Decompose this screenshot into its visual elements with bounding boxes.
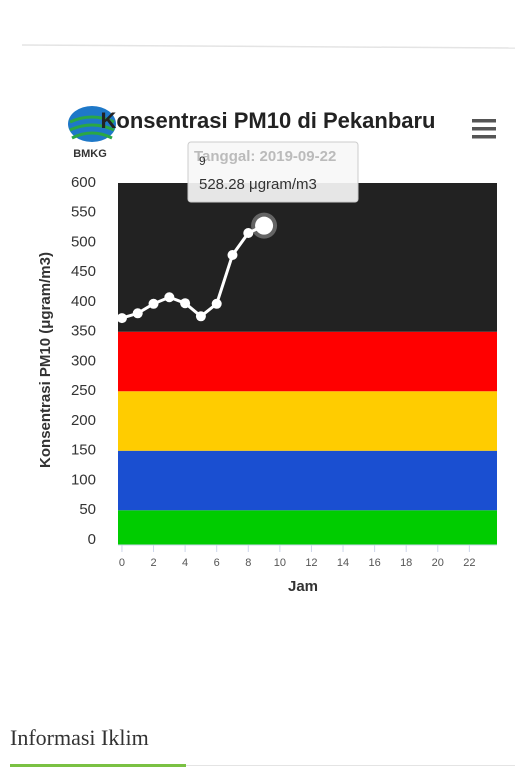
point — [255, 216, 274, 235]
tooltip-box — [187, 141, 359, 203]
x-tick-label: 14 — [337, 557, 349, 569]
tooltip: Tanggal: 2019-09-229 528.28 μgram/m3 — [187, 141, 359, 203]
x-tick-label: 20 — [432, 557, 444, 569]
y-tick-label: 550 — [71, 204, 96, 221]
y-tick-label: 250 — [71, 382, 96, 399]
series-line — [121, 224, 265, 320]
x-tick-label: 6 — [214, 557, 220, 569]
menu-bar — [472, 119, 496, 123]
point — [116, 313, 127, 324]
plot-band — [118, 183, 497, 332]
y-tick-label: 500 — [71, 233, 96, 250]
plot-band — [118, 450, 497, 511]
y-tick-label: 100 — [71, 471, 96, 488]
point — [148, 298, 159, 309]
plot: 0 50 100 150 200 250 300 350 400 450 500 550 600 0 2 4 6… — [71, 141, 497, 569]
tooltip-date: Tanggal: 2019-09-22 — [194, 148, 336, 165]
x-tick-label: 8 — [245, 557, 251, 569]
plot-band — [118, 331, 497, 392]
divider — [21, 44, 516, 49]
x-tick-label: 2 — [150, 557, 156, 569]
plot-band — [118, 391, 497, 451]
point — [180, 298, 191, 309]
y-tick-label: 400 — [71, 293, 96, 310]
logo-text: BMKG — [73, 148, 107, 160]
y-tick-label: 200 — [71, 412, 96, 429]
y-tick-label: 300 — [71, 352, 96, 369]
point — [211, 298, 222, 309]
logo: BMKG — [68, 106, 116, 160]
tooltip-value: 528.28 μgram/m3 — [199, 176, 317, 193]
chart-title: Konsentrasi PM10 di Pekanbaru — [101, 108, 436, 133]
point — [227, 249, 238, 260]
x-tick-label: 0 — [119, 557, 125, 569]
y-tick-label: 0 — [88, 531, 96, 548]
y-tick-label: 50 — [79, 501, 96, 518]
point — [243, 227, 254, 238]
menu-button[interactable] — [472, 119, 496, 139]
x-tick-label: 4 — [182, 557, 188, 569]
x-tick-label: 16 — [368, 557, 380, 569]
y-tick-label: 600 — [71, 174, 96, 191]
plot-band — [118, 510, 497, 545]
y-tick-label: 350 — [71, 323, 96, 340]
point — [132, 308, 143, 319]
point — [195, 311, 206, 322]
y-tick-label: 150 — [71, 442, 96, 459]
y-tick-label: 450 — [71, 263, 96, 280]
x-tick-label: 10 — [274, 557, 286, 569]
x-tick-label: 18 — [400, 557, 412, 569]
menu-bar — [472, 135, 496, 139]
y-axis-label: Konsentrasi PM10 (μgram/m3) — [37, 252, 54, 468]
section-underline — [10, 764, 186, 767]
point — [164, 292, 175, 303]
x-tick-label: 22 — [463, 557, 475, 569]
tooltip-header: 9 — [199, 154, 206, 168]
x-axis-label: Jam — [288, 578, 318, 595]
logo-lines — [69, 115, 115, 140]
x-tick-label: 12 — [305, 557, 317, 569]
menu-bar — [472, 127, 496, 131]
section-title: Informasi Iklim — [10, 725, 149, 750]
